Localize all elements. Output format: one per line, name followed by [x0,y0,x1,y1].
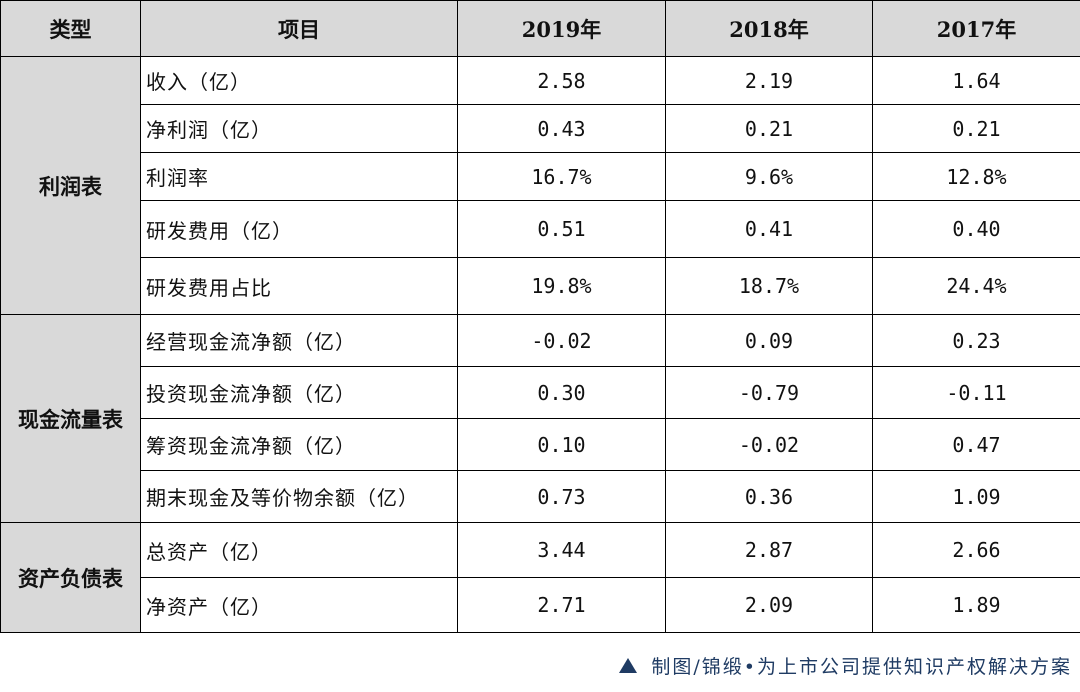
value-2019: 2.58 [457,56,666,105]
value-2017: 1.64 [872,56,1080,105]
caption-text: 制图/锦缎•为上市公司提供知识产权解决方案 [651,656,1072,678]
value-2019: 0.73 [457,470,666,523]
value-2018: 0.21 [665,104,873,153]
value-2018: 18.7% [665,257,873,315]
value-2018: 2.87 [665,522,873,578]
value-2019: 0.30 [457,366,666,419]
header-year-2019: 2019年 [457,0,666,57]
value-2017: 0.47 [872,418,1080,471]
row-item-label: 利润率 [140,152,458,201]
row-item-label: 净利润（亿） [140,104,458,153]
value-2019: 16.7% [457,152,666,201]
value-2017: -0.11 [872,366,1080,419]
financial-table: 类型 项目 2019年 2018年 2017年 利润表 收入（亿） 2.58 2… [0,0,1080,633]
group-type-income-statement: 利润表 [0,56,141,315]
value-2019: 0.51 [457,200,666,258]
value-2018: 0.36 [665,470,873,523]
value-2019: 19.8% [457,257,666,315]
table-header: 类型 项目 2019年 2018年 2017年 [0,0,1080,57]
value-2018: -0.79 [665,366,873,419]
table-row: 资产负债表 总资产（亿） 3.44 2.87 2.66 [0,522,1080,633]
table-row: 筹资现金流净额（亿） 0.10 -0.02 0.47 [1,418,1080,471]
row-item-label: 总资产（亿） [140,522,458,578]
value-2017: 24.4% [872,257,1080,315]
group-type-cash-flow-statement: 现金流量表 [0,314,141,523]
row-item-label: 筹资现金流净额（亿） [140,418,458,471]
value-2018: 2.09 [665,577,873,633]
row-item-label: 研发费用占比 [140,257,458,315]
table-row: 研发费用占比 19.8% 18.7% 24.4% [1,257,1080,315]
table-row: 利润率 16.7% 9.6% 12.8% [1,152,1080,201]
value-2018: -0.02 [665,418,873,471]
value-2019: 3.44 [457,522,666,578]
value-2017: 0.40 [872,200,1080,258]
value-2019: 0.10 [457,418,666,471]
triangle-up-icon [619,658,638,673]
table-row: 投资现金流净额（亿） 0.30 -0.79 -0.11 [1,366,1080,419]
table-row: 现金流量表 经营现金流净额（亿） -0.02 0.09 0.23 [0,314,1080,523]
table-row: 利润表 收入（亿） 2.58 2.19 1.64 [0,56,1080,315]
value-2017: 1.89 [872,577,1080,633]
table-body: 利润表 收入（亿） 2.58 2.19 1.64 净利润（亿） 0.43 0.2… [0,56,1080,633]
group-type-balance-sheet: 资产负债表 [0,522,141,633]
table-row: 净利润（亿） 0.43 0.21 0.21 [1,104,1080,153]
row-item-label: 研发费用（亿） [140,200,458,258]
table-row: 研发费用（亿） 0.51 0.41 0.40 [1,200,1080,258]
source-caption: 制图/锦缎•为上市公司提供知识产权解决方案 [619,652,1072,679]
table-row: 净资产（亿） 2.71 2.09 1.89 [1,577,1080,633]
row-item-label: 期末现金及等价物余额（亿） [140,470,458,523]
value-2019: 2.71 [457,577,666,633]
value-2017: 0.21 [872,104,1080,153]
value-2018: 2.19 [665,56,873,105]
value-2017: 1.09 [872,470,1080,523]
financial-table-container: 类型 项目 2019年 2018年 2017年 利润表 收入（亿） 2.58 2… [0,0,1080,633]
header-year-2018: 2018年 [665,0,873,57]
value-2018: 9.6% [665,152,873,201]
row-item-label: 经营现金流净额（亿） [140,314,458,367]
value-2017: 12.8% [872,152,1080,201]
value-2017: 0.23 [872,314,1080,367]
row-item-label: 收入（亿） [140,56,458,105]
table-row: 期末现金及等价物余额（亿） 0.73 0.36 1.09 [1,470,1080,523]
row-item-label: 净资产（亿） [140,577,458,633]
value-2017: 2.66 [872,522,1080,578]
value-2018: 0.41 [665,200,873,258]
value-2019: 0.43 [457,104,666,153]
row-item-label: 投资现金流净额（亿） [140,366,458,419]
header-type: 类型 [0,0,141,57]
header-item: 项目 [140,0,458,57]
header-year-2017: 2017年 [872,0,1080,57]
value-2018: 0.09 [665,314,873,367]
value-2019: -0.02 [457,314,666,367]
